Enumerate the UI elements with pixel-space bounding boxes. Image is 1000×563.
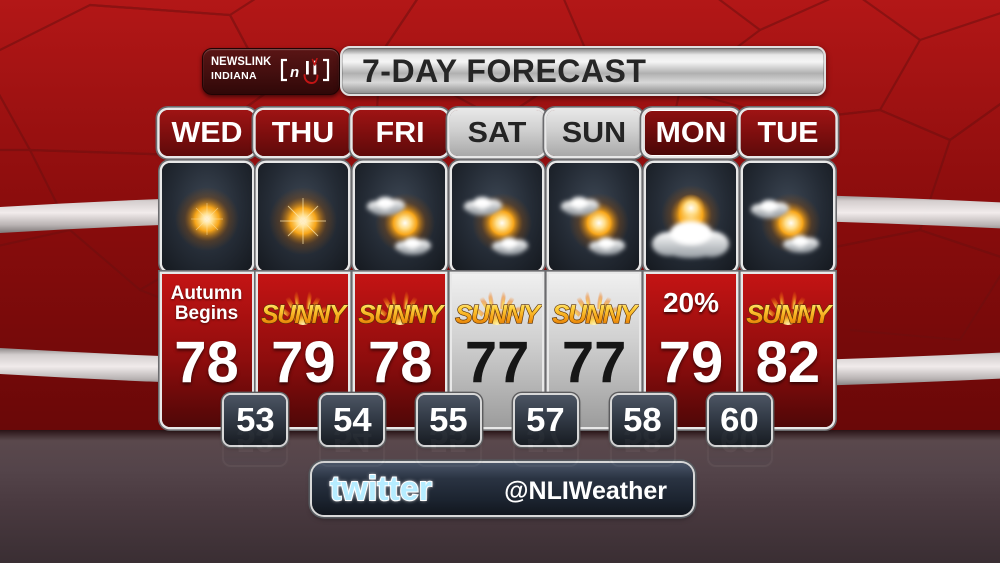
svg-text:n: n [290,64,299,81]
